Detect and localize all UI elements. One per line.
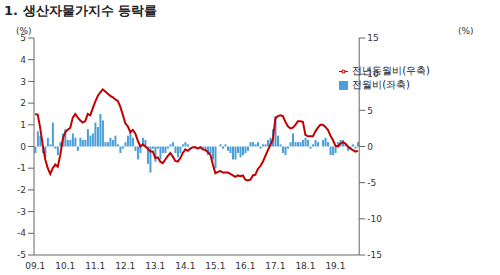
- svg-text:15.1: 15.1: [205, 261, 225, 271]
- svg-text:5: 5: [20, 33, 26, 43]
- svg-text:0: 0: [367, 142, 373, 152]
- svg-text:-3: -3: [17, 207, 26, 217]
- svg-text:1: 1: [20, 120, 26, 130]
- svg-text:0: 0: [20, 142, 26, 152]
- svg-text:13.1: 13.1: [145, 261, 165, 271]
- svg-text:09.1: 09.1: [25, 261, 45, 271]
- svg-text:16.1: 16.1: [235, 261, 255, 271]
- svg-text:5: 5: [367, 106, 373, 116]
- svg-text:14.1: 14.1: [175, 261, 195, 271]
- svg-text:15: 15: [367, 33, 378, 43]
- svg-text:2: 2: [20, 98, 26, 108]
- svg-text:11.1: 11.1: [85, 261, 105, 271]
- svg-text:-5: -5: [367, 178, 376, 188]
- svg-text:3: 3: [20, 77, 26, 87]
- svg-text:12.1: 12.1: [115, 261, 135, 271]
- svg-text:-5: -5: [17, 250, 26, 260]
- svg-text:17.1: 17.1: [265, 261, 285, 271]
- svg-text:-4: -4: [17, 228, 26, 238]
- svg-text:4: 4: [20, 55, 26, 65]
- svg-text:10.1: 10.1: [55, 261, 75, 271]
- svg-text:-15: -15: [367, 250, 382, 260]
- svg-text:-10: -10: [367, 214, 382, 224]
- svg-text:10: 10: [367, 69, 379, 79]
- svg-text:-1: -1: [17, 163, 26, 173]
- svg-text:18.1: 18.1: [295, 261, 315, 271]
- svg-text:-2: -2: [17, 185, 26, 195]
- svg-text:19.1: 19.1: [325, 261, 345, 271]
